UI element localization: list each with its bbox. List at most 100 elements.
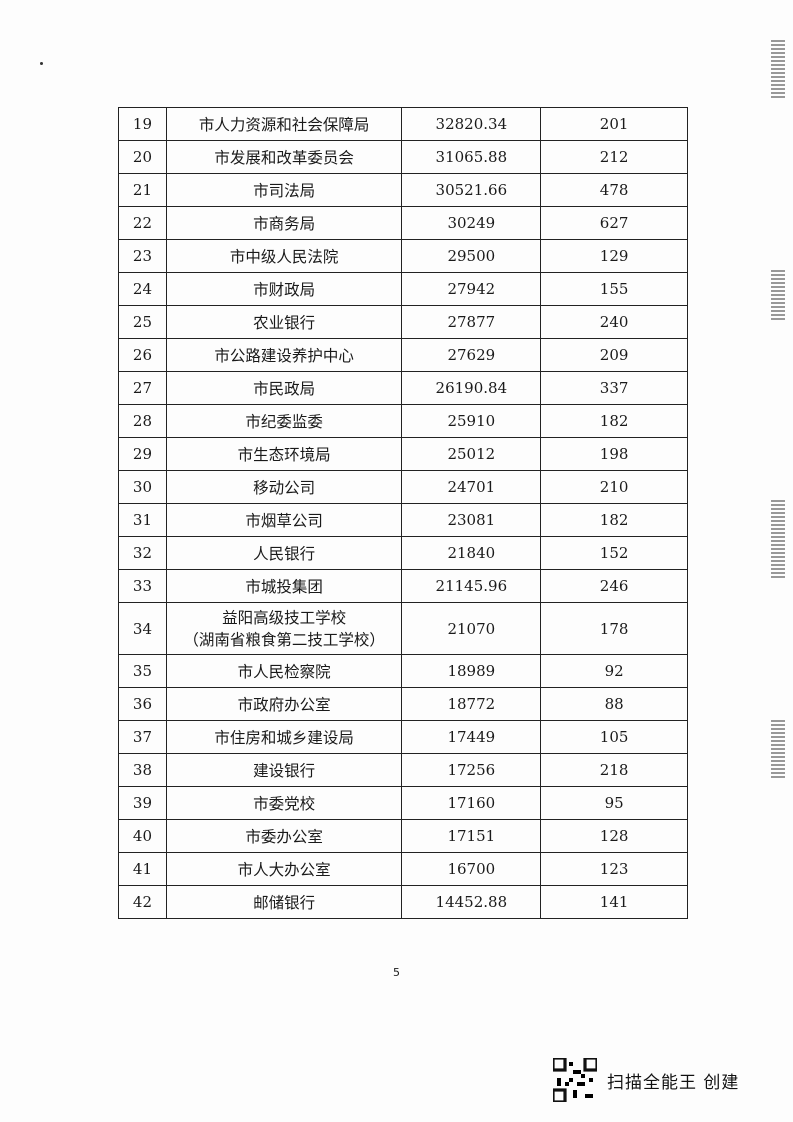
unit-name: 市纪委监委	[245, 413, 323, 431]
count: 198	[599, 445, 629, 463]
unit-name: 市财政局	[253, 281, 316, 299]
unit-name: 市生态环境局	[237, 446, 331, 464]
row-number: 29	[132, 445, 152, 463]
unit-name: 邮储银行	[253, 894, 316, 912]
unit-name: 建设银行	[253, 762, 316, 780]
amount-cell: 26190.84	[401, 371, 542, 405]
count: 182	[599, 511, 629, 529]
page-number: 5	[393, 966, 400, 979]
row-number: 27	[132, 379, 152, 397]
unit-name-cell: 市民政局	[165, 371, 403, 405]
row-number-cell: 24	[118, 272, 167, 306]
row-number: 37	[132, 728, 152, 746]
row-number: 28	[132, 412, 152, 430]
amount: 21840	[447, 544, 496, 562]
count: 88	[604, 695, 624, 713]
amount: 30249	[447, 214, 496, 232]
amount: 29500	[447, 247, 496, 265]
amount: 27877	[447, 313, 496, 331]
amount-cell: 17160	[401, 786, 542, 820]
row-number-cell: 23	[118, 239, 167, 273]
unit-name-cell: 市财政局	[165, 272, 403, 306]
table-row: 29 市生态环境局 25012 198	[118, 437, 688, 471]
count: 209	[599, 346, 629, 364]
amount-cell: 27629	[401, 338, 542, 372]
count-cell: 129	[540, 239, 688, 273]
amount-cell: 17449	[401, 720, 542, 754]
count: 240	[599, 313, 629, 331]
unit-name-cell: 益阳高级技工学校 （湖南省粮食第二技工学校）	[165, 602, 403, 655]
table-row: 26 市公路建设养护中心 27629 209	[118, 338, 688, 372]
amount: 17256	[447, 761, 496, 779]
row-number: 30	[132, 478, 152, 496]
count-cell: 105	[540, 720, 688, 754]
data-table: 19 市人力资源和社会保障局 32820.34 201 20 市发展和改革委员会 31065…	[118, 107, 688, 919]
count-cell: 478	[540, 173, 688, 207]
amount-cell: 27942	[401, 272, 542, 306]
scan-edge-shadow	[771, 40, 785, 100]
amount: 31065.88	[435, 148, 508, 166]
unit-name-cell: 市住房和城乡建设局	[165, 720, 403, 754]
watermark-text: 扫描全能王 创建	[607, 1072, 740, 1093]
amount-cell: 30249	[401, 206, 542, 240]
row-number: 38	[132, 761, 152, 779]
unit-name-cell: 市司法局	[165, 173, 403, 207]
amount-cell: 29500	[401, 239, 542, 273]
table-row: 39 市委党校 17160 95	[118, 786, 688, 820]
unit-name-cell: 市城投集团	[165, 569, 403, 603]
amount: 30521.66	[435, 181, 508, 199]
row-number: 21	[132, 181, 152, 199]
scan-edge-shadow	[771, 720, 785, 780]
amount: 27629	[447, 346, 496, 364]
unit-name-cell: 建设银行	[165, 753, 403, 787]
count: 152	[599, 544, 629, 562]
count: 105	[599, 728, 629, 746]
row-number: 36	[132, 695, 152, 713]
amount-cell: 21070	[401, 602, 542, 655]
count-cell: 218	[540, 753, 688, 787]
unit-name: 市公路建设养护中心	[214, 347, 354, 365]
amount: 25012	[447, 445, 496, 463]
count: 212	[599, 148, 629, 166]
row-number: 24	[132, 280, 152, 298]
unit-name-cell: 农业银行	[165, 305, 403, 339]
unit-name: 市中级人民法院	[229, 248, 339, 266]
amount: 18772	[447, 695, 496, 713]
unit-name: 市商务局	[253, 215, 316, 233]
unit-name: 市委党校	[253, 795, 316, 813]
table-row: 22 市商务局 30249 627	[118, 206, 688, 240]
row-number-cell: 26	[118, 338, 167, 372]
count: 627	[599, 214, 629, 232]
count: 201	[599, 115, 629, 133]
amount-cell: 18772	[401, 687, 542, 721]
count: 95	[604, 794, 624, 812]
scan-edge-shadow	[771, 270, 785, 320]
count-cell: 182	[540, 503, 688, 537]
count-cell: 128	[540, 819, 688, 853]
count-cell: 141	[540, 885, 688, 919]
scanner-watermark: 扫描全能王 创建	[553, 1058, 739, 1102]
table-row: 40 市委办公室 17151 128	[118, 819, 688, 853]
row-number: 22	[132, 214, 152, 232]
row-number-cell: 41	[118, 852, 167, 886]
table-row: 31 市烟草公司 23081 182	[118, 503, 688, 537]
amount: 21070	[447, 619, 496, 638]
unit-name: 人民银行	[253, 545, 316, 563]
count-cell: 627	[540, 206, 688, 240]
table-row: 36 市政府办公室 18772 88	[118, 687, 688, 721]
table-row: 28 市纪委监委 25910 182	[118, 404, 688, 438]
unit-name: 市民政局	[253, 380, 316, 398]
amount-cell: 25012	[401, 437, 542, 471]
count-cell: 212	[540, 140, 688, 174]
row-number-cell: 37	[118, 720, 167, 754]
amount: 14452.88	[435, 893, 508, 911]
amount: 21145.96	[435, 577, 508, 595]
amount: 17151	[447, 827, 496, 845]
unit-name-cell: 人民银行	[165, 536, 403, 570]
amount-cell: 24701	[401, 470, 542, 504]
unit-name-cell: 市纪委监委	[165, 404, 403, 438]
count: 128	[599, 827, 629, 845]
row-number-cell: 22	[118, 206, 167, 240]
row-number-cell: 39	[118, 786, 167, 820]
row-number-cell: 35	[118, 654, 167, 688]
